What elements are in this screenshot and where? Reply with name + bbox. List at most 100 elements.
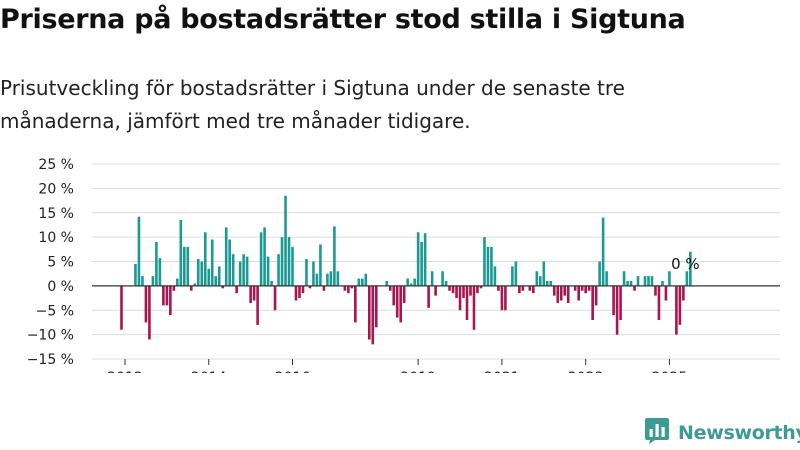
bar [455, 285, 458, 299]
bar [270, 281, 273, 286]
bar [249, 285, 252, 303]
bar [186, 246, 190, 286]
bar [196, 259, 200, 286]
x-tick-label: 2014 [191, 370, 227, 373]
bar [483, 237, 486, 286]
bar [371, 285, 375, 345]
bar [678, 285, 682, 325]
bar [559, 285, 563, 301]
bar [406, 278, 409, 286]
bar [158, 258, 162, 286]
bar [357, 278, 361, 286]
bar [563, 285, 567, 296]
bar [165, 285, 169, 306]
bar [605, 271, 608, 286]
bar [284, 195, 287, 286]
bar [312, 261, 315, 286]
y-tick-label: 0 % [47, 279, 74, 295]
bar [266, 256, 270, 286]
bar [472, 285, 476, 330]
y-tick-label: 25 % [38, 157, 74, 173]
bar [668, 271, 671, 286]
y-tick-label: 5 % [47, 255, 74, 271]
bar [633, 285, 636, 291]
bar [151, 276, 155, 286]
bar [486, 246, 490, 286]
bar [350, 285, 354, 289]
bar [280, 237, 284, 286]
bar [566, 285, 570, 303]
bar [361, 278, 364, 286]
x-tick-label: 2016 [275, 370, 311, 373]
bar [664, 285, 668, 301]
bar-chart-logo-icon [644, 417, 670, 449]
bar [256, 285, 259, 325]
y-tick-label: 20 % [38, 181, 74, 197]
bar [539, 276, 542, 286]
bar [319, 244, 322, 286]
bar [336, 271, 340, 286]
bar [629, 281, 633, 286]
bar [612, 285, 615, 316]
y-tick-label: −5 % [36, 303, 74, 319]
bar [231, 254, 235, 286]
bar [326, 273, 329, 286]
bar [200, 261, 204, 286]
bar [210, 239, 214, 286]
bar [416, 232, 420, 286]
bar [434, 285, 437, 296]
y-tick-label: −15 % [27, 352, 74, 368]
bar [137, 216, 141, 286]
bar [535, 271, 539, 286]
bar [224, 227, 228, 286]
bar [661, 281, 664, 286]
bar [315, 273, 319, 286]
bar [193, 283, 197, 286]
bar [343, 285, 347, 291]
bar [532, 285, 535, 294]
bar [301, 285, 305, 294]
bar [497, 285, 500, 291]
bar [469, 285, 472, 296]
bar [252, 285, 256, 301]
bar [448, 285, 451, 291]
bar [134, 263, 137, 286]
bar-chart: 25 % 20 % 15 % 10 % 5 % 0 % −5 % −10 % −15 % 201… [27, 157, 780, 373]
bar [364, 273, 368, 286]
bar [221, 285, 225, 289]
bar [207, 268, 211, 286]
bar [399, 285, 402, 323]
bar [552, 285, 556, 296]
bar [333, 226, 336, 286]
bar [458, 285, 462, 311]
bar [413, 278, 416, 286]
bar [409, 283, 413, 286]
y-axis: 25 % 20 % 15 % 10 % 5 % 0 % −5 % −10 % −15 % [27, 157, 74, 368]
bar [580, 285, 584, 291]
bar [545, 281, 549, 286]
bar [420, 242, 423, 286]
bar [385, 281, 389, 286]
bar [169, 285, 172, 316]
bar [518, 285, 521, 294]
bar [294, 285, 298, 301]
bar [615, 285, 619, 335]
bar [273, 285, 277, 311]
bar [462, 285, 465, 299]
bar [465, 285, 469, 321]
bar [490, 246, 493, 286]
bar [577, 285, 580, 301]
bar [259, 232, 263, 286]
bar [556, 285, 560, 303]
bar [322, 285, 326, 291]
bar [643, 276, 647, 286]
x-tick-label: 2019 [400, 370, 436, 373]
bar [647, 276, 650, 286]
bar [263, 227, 266, 286]
x-tick-label: 2023 [568, 370, 604, 373]
bar [511, 266, 514, 286]
annotation-group: 0 % [671, 255, 700, 273]
bar [591, 285, 594, 321]
bar [374, 285, 378, 328]
bar [287, 237, 291, 286]
